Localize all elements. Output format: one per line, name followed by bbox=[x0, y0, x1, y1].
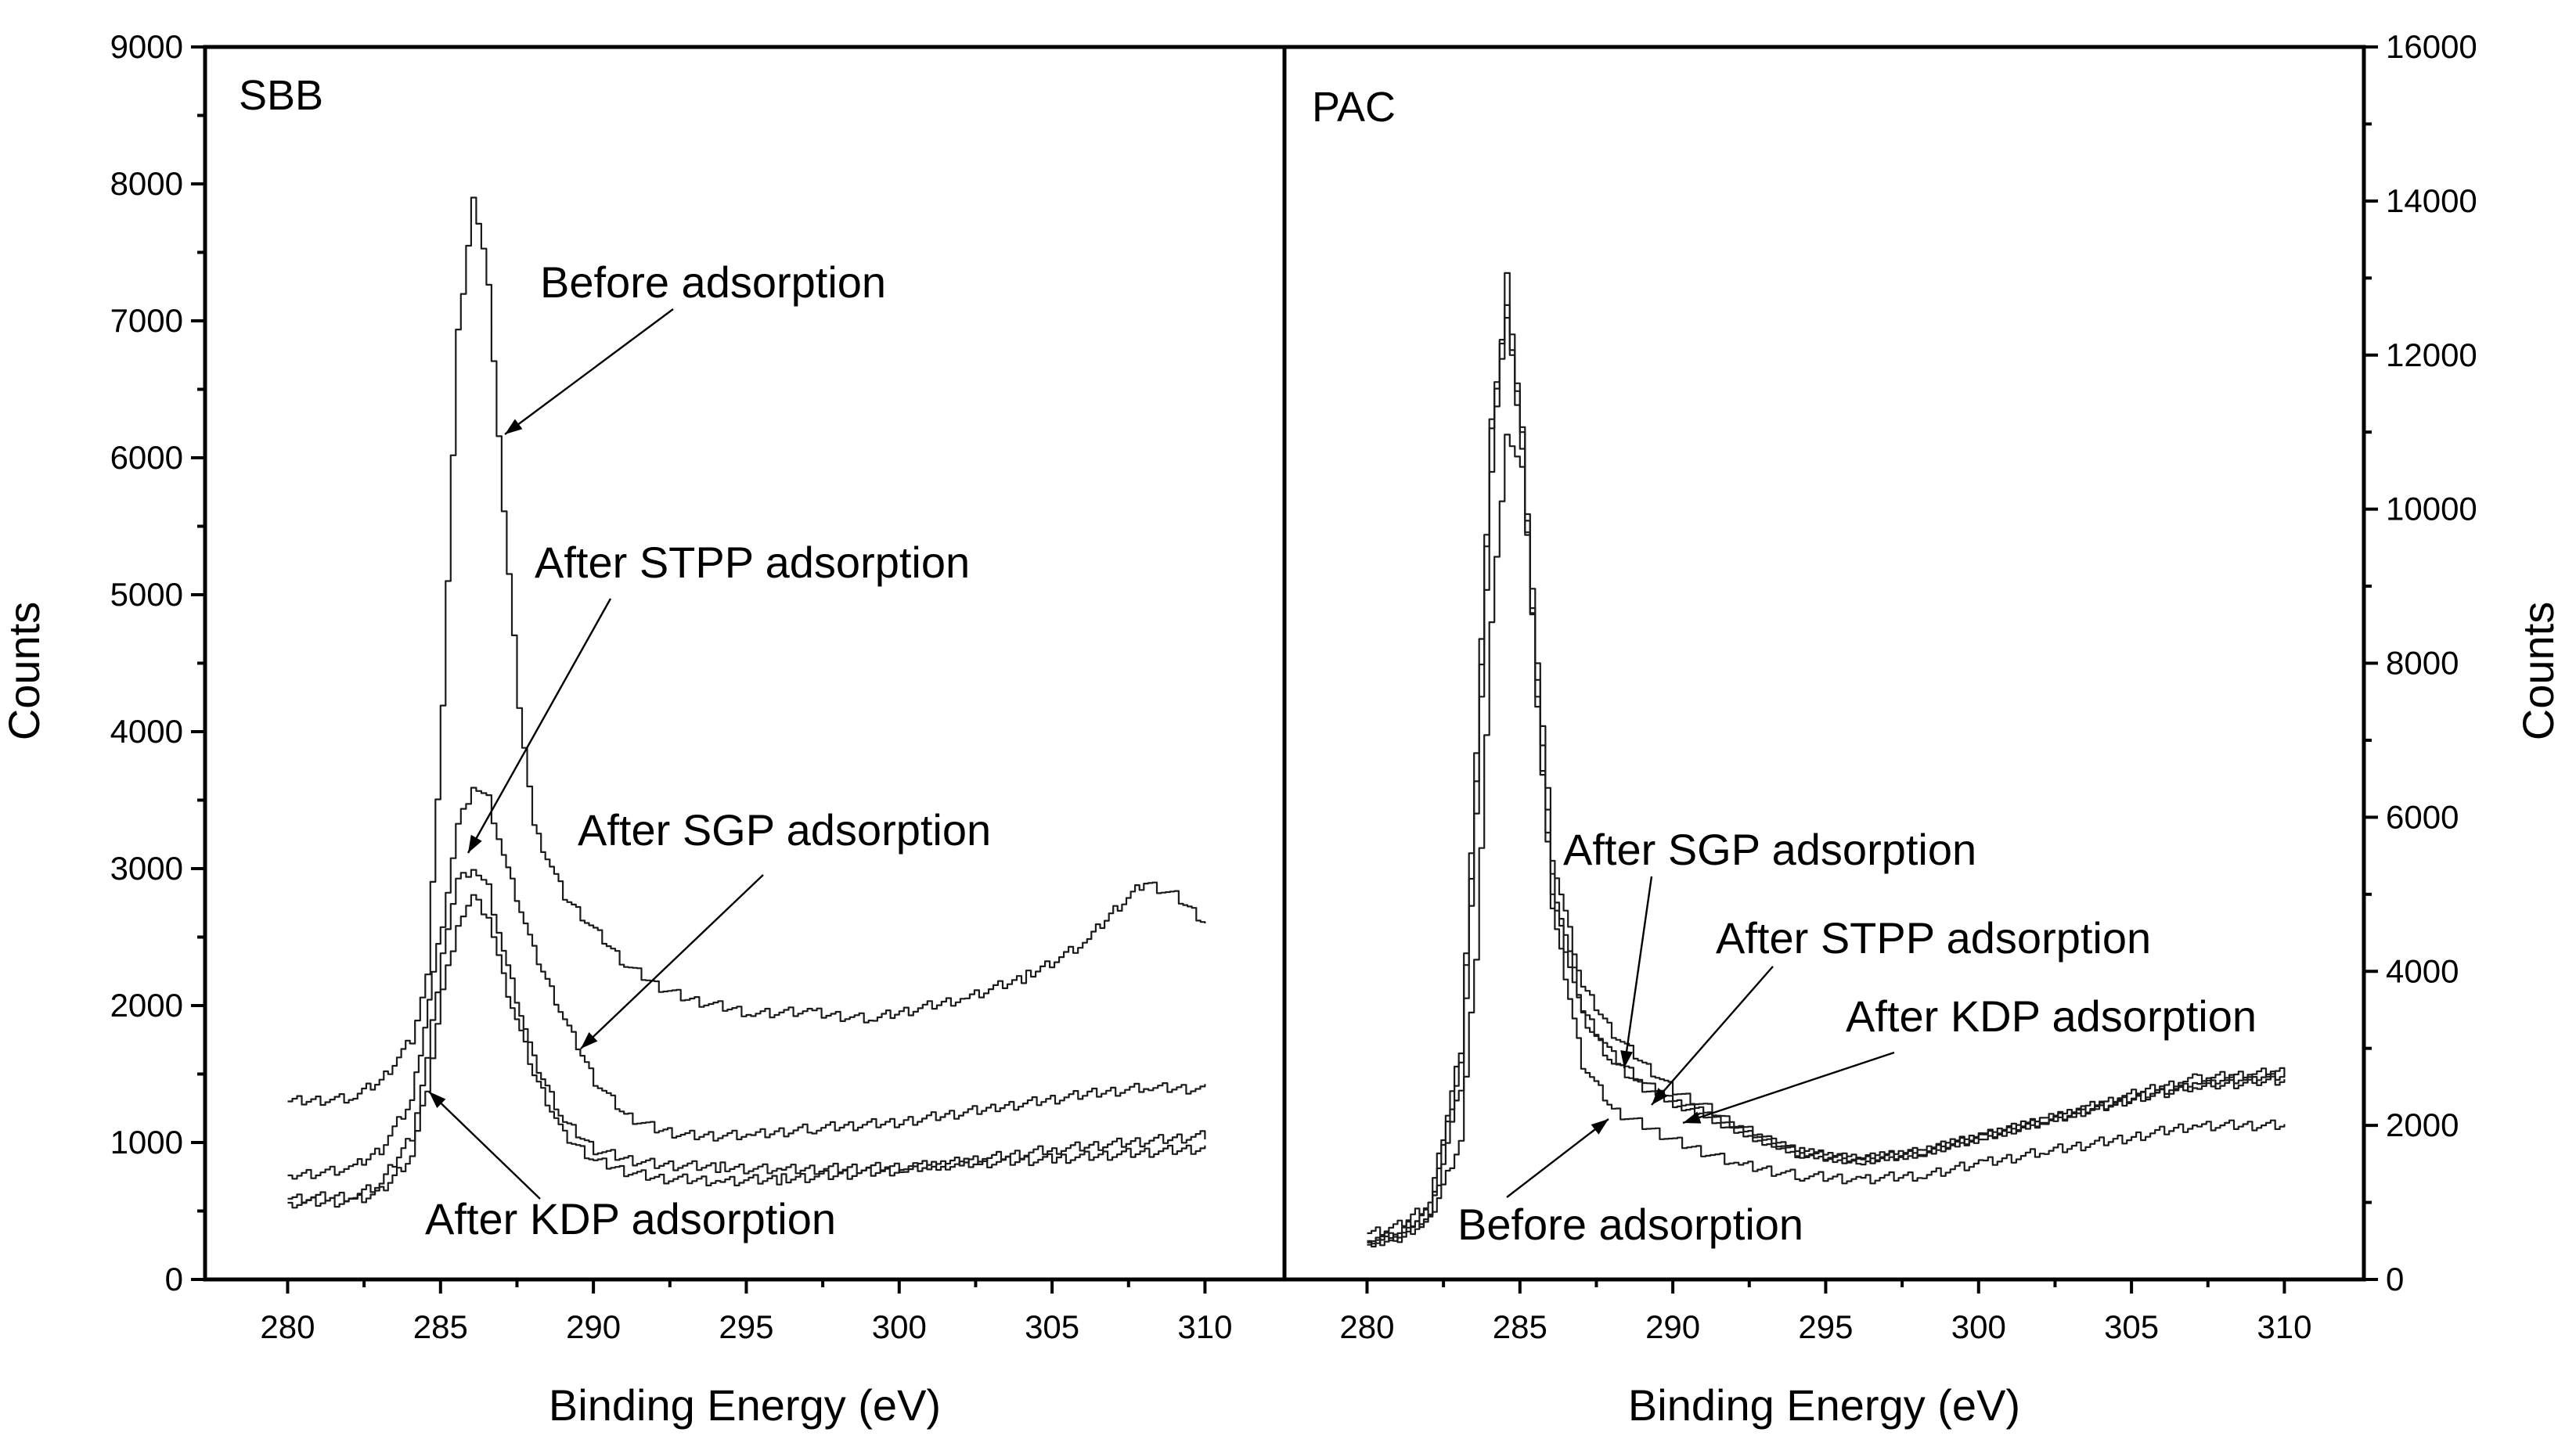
annotation-sgp-adsorption-sbb: After SGP adsorption bbox=[578, 805, 991, 855]
y-tick-label-sbb: 8000 bbox=[110, 165, 183, 202]
y-tick-label-pac: 4000 bbox=[2386, 952, 2459, 989]
x-tick-label-sbb: 285 bbox=[413, 1308, 468, 1345]
y-tick-label-pac: 6000 bbox=[2386, 798, 2459, 835]
x-tick-label-sbb: 310 bbox=[1177, 1308, 1232, 1345]
arrow-before-adsorption-sbb-head bbox=[505, 419, 523, 434]
panel-label-pac: PAC bbox=[1312, 84, 1396, 131]
y-tick-label-pac: 8000 bbox=[2386, 645, 2459, 682]
arrow-kdp-adsorption-pac bbox=[1682, 1051, 1895, 1125]
y-tick-label-sbb: 7000 bbox=[110, 302, 183, 339]
annotation-sgp-adsorption-pac: After SGP adsorption bbox=[1563, 825, 1976, 874]
y-tick-label-pac: 12000 bbox=[2386, 336, 2477, 373]
series-layer bbox=[287, 196, 2286, 1248]
x-tick-label-sbb: 280 bbox=[260, 1308, 315, 1345]
y-tick-label-pac: 0 bbox=[2386, 1261, 2404, 1297]
y-axis-title-sbb: Counts bbox=[0, 602, 49, 740]
annotation-stpp-adsorption-sbb: After STPP adsorption bbox=[535, 538, 970, 587]
arrow-kdp-adsorption-sbb-head bbox=[429, 1092, 446, 1109]
series-before-adsorption-sbb bbox=[287, 196, 1206, 1107]
x-tick-label-sbb: 290 bbox=[566, 1308, 621, 1345]
x-tick-label-pac: 305 bbox=[2104, 1308, 2159, 1345]
arrow-before-adsorption-pac-head bbox=[1591, 1119, 1609, 1135]
y-tick-label-pac: 14000 bbox=[2386, 182, 2477, 219]
x-axis-title-sbb: Binding Energy (eV) bbox=[549, 1380, 941, 1430]
y-axis-title-pac: Counts bbox=[2513, 602, 2563, 740]
y-tick-label-pac: 16000 bbox=[2386, 28, 2477, 65]
x-tick-label-pac: 285 bbox=[1493, 1308, 1547, 1345]
arrow-sgp-adsorption-sbb-head bbox=[581, 1032, 598, 1049]
axes-layer: 280 285 290 295 300 305 3100100020003000400050… bbox=[0, 28, 2563, 1430]
plot-frame-pac bbox=[1282, 45, 2366, 1282]
series-after-stpp-adsorption-sbb bbox=[287, 869, 1206, 1204]
y-tick-label-sbb: 6000 bbox=[110, 439, 183, 476]
arrow-kdp-adsorption-sbb bbox=[428, 1091, 541, 1200]
y-tick-label-pac: 2000 bbox=[2386, 1107, 2459, 1143]
series-after-sgp-adsorption-sbb bbox=[287, 786, 1206, 1180]
y-tick-label-sbb: 4000 bbox=[110, 713, 183, 750]
x-tick-label-sbb: 300 bbox=[872, 1308, 927, 1345]
arrow-stpp-adsorption-pac-head bbox=[1652, 1088, 1668, 1105]
arrow-stpp-adsorption-pac bbox=[1651, 966, 1774, 1106]
y-tick-label-sbb: 1000 bbox=[110, 1124, 183, 1161]
series-after-kdp-adsorption-sbb bbox=[287, 894, 1206, 1209]
arrow-stpp-adsorption-sbb-head bbox=[468, 834, 482, 853]
x-tick-label-pac: 290 bbox=[1645, 1308, 1700, 1345]
arrow-stpp-adsorption-sbb bbox=[467, 598, 612, 854]
arrow-sgp-adsorption-pac bbox=[1623, 876, 1653, 1069]
arrow-before-adsorption-sbb bbox=[504, 308, 674, 435]
arrow-kdp-adsorption-pac-head bbox=[1683, 1111, 1702, 1124]
annotation-before-adsorption-sbb: Before adsorption bbox=[540, 257, 886, 307]
y-tick-label-sbb: 2000 bbox=[110, 987, 183, 1024]
x-tick-label-pac: 300 bbox=[1951, 1308, 2006, 1345]
panel-label-sbb: SBB bbox=[239, 72, 323, 119]
arrow-sgp-adsorption-sbb bbox=[580, 874, 764, 1049]
arrow-sgp-adsorption-pac-head bbox=[1620, 1050, 1634, 1068]
x-tick-label-pac: 310 bbox=[2257, 1308, 2311, 1345]
x-tick-label-sbb: 295 bbox=[719, 1308, 773, 1345]
series-after-kdp-adsorption-pac bbox=[1367, 434, 2286, 1248]
arrow-before-adsorption-pac bbox=[1506, 1118, 1609, 1198]
y-tick-label-sbb: 3000 bbox=[110, 850, 183, 887]
annotation-layer: SBB Before adsorption After STPP adsorpt… bbox=[239, 72, 2257, 1249]
y-tick-label-sbb: 5000 bbox=[110, 576, 183, 613]
annotation-kdp-adsorption-sbb: After KDP adsorption bbox=[425, 1194, 836, 1243]
y-tick-label-sbb: 0 bbox=[165, 1261, 183, 1297]
x-tick-label-pac: 280 bbox=[1339, 1308, 1394, 1345]
y-tick-label-pac: 10000 bbox=[2386, 491, 2477, 527]
plot-frame-sbb bbox=[203, 45, 1287, 1282]
x-axis-title-pac: Binding Energy (eV) bbox=[1628, 1380, 2020, 1430]
annotation-before-adsorption-pac: Before adsorption bbox=[1457, 1200, 1803, 1249]
x-tick-label-sbb: 305 bbox=[1025, 1308, 1079, 1345]
annotation-kdp-adsorption-pac: After KDP adsorption bbox=[1846, 991, 2257, 1041]
annotation-stpp-adsorption-pac: After STPP adsorption bbox=[1716, 913, 2151, 963]
y-tick-label-sbb: 9000 bbox=[110, 28, 183, 65]
x-tick-label-pac: 295 bbox=[1798, 1308, 1853, 1345]
